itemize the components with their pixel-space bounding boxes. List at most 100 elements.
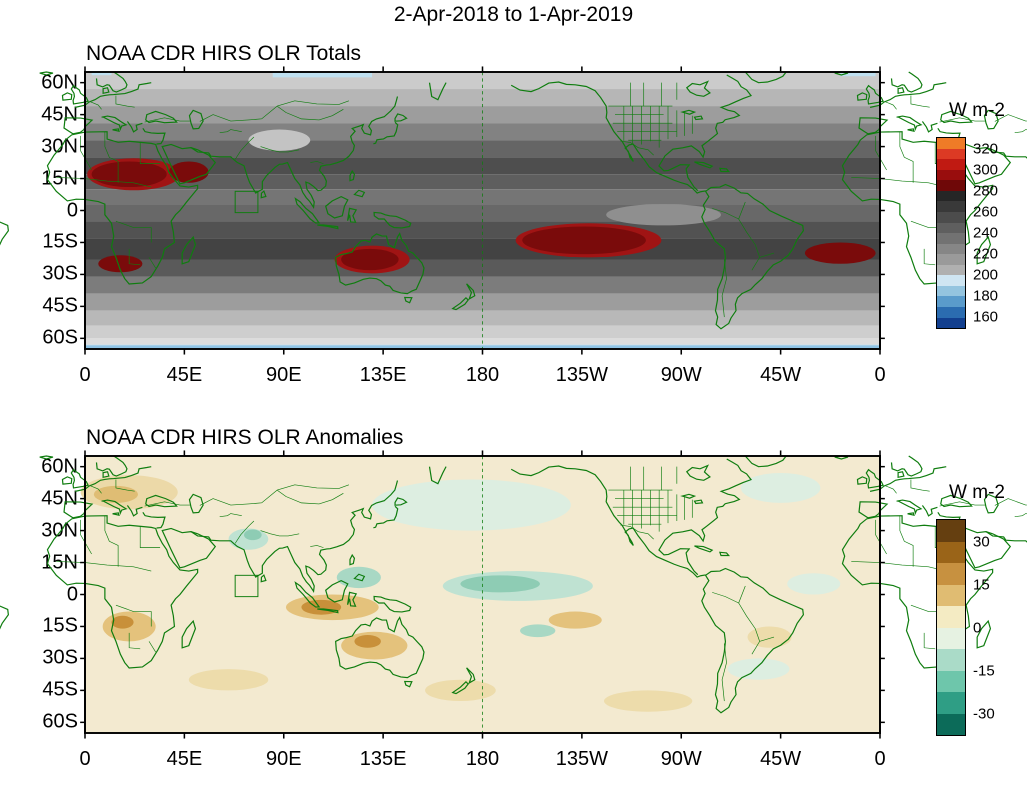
zonal-band	[85, 259, 880, 277]
lon-tick-label: 45W	[760, 364, 802, 386]
colorbar-segment	[937, 138, 965, 149]
colorbar-segment	[937, 275, 965, 286]
lat-tick-label: 45S	[42, 678, 78, 701]
colorbar-tick-label: 320	[973, 140, 999, 158]
zonal-band	[85, 106, 880, 124]
colorbar-segment	[937, 520, 965, 542]
lon-tick-label: 90E	[265, 364, 302, 386]
zonal-band	[85, 325, 880, 339]
region-nw-atlantic-cold	[840, 72, 876, 77]
colorbar-bar-totals: 320 300 280 260 240 220 200 180 160	[936, 137, 998, 329]
lat-tick-label: 30S	[42, 262, 78, 285]
region-n-africa-high	[91, 161, 167, 188]
colorbar-tick-label: 200	[973, 266, 999, 284]
colorbar-title-totals: W m-2	[949, 100, 1005, 121]
zonal-band	[85, 238, 880, 260]
lon-tick-label: 0	[874, 748, 886, 770]
colorbar-segment	[937, 606, 965, 628]
lat-tick-label: 60N	[41, 455, 78, 478]
region-east-pacific-light	[606, 204, 721, 226]
colorbar-segment	[937, 307, 965, 318]
region-s-america-pos	[747, 626, 792, 648]
colorbar-segment	[937, 563, 965, 585]
region-australia-high	[341, 248, 399, 271]
panel-title-anomalies: NOAA CDR HIRS OLR Anomalies	[86, 426, 404, 449]
map-frame	[84, 71, 881, 350]
lon-tick-label: 180	[465, 364, 500, 386]
colorbar-segments	[937, 138, 965, 329]
lat-tick-label: 30N	[41, 135, 78, 158]
lat-tick-label: 0	[66, 199, 78, 221]
colorbar-segment	[937, 296, 965, 307]
region-s-africa-pos-core	[111, 615, 134, 629]
colorbar-labels: 30 15 0 -15 -30	[973, 520, 1018, 735]
lon-tick-label: 0	[79, 364, 91, 386]
lat-tick-label: 15S	[42, 230, 78, 253]
lon-tick-label: 45E	[166, 748, 203, 770]
region-n-pacific-neg	[372, 479, 571, 531]
colorbar-tick-label: 0	[973, 619, 982, 636]
region-nw-europe-cold	[91, 72, 112, 76]
colorbar-segment	[937, 254, 965, 265]
colorbar-segment	[937, 243, 965, 255]
colorbar-segment	[937, 201, 965, 212]
colorbar-segment	[937, 627, 965, 649]
colorbar-segment	[937, 222, 965, 234]
colorbar-segment	[937, 233, 965, 244]
region-s-pacific-neg	[520, 624, 556, 638]
colorbar-anomalies: W m-2 30 15 0 -15 -30	[932, 482, 1027, 736]
lon-tick-label: 45W	[760, 748, 802, 770]
lat-tick-label: 45N	[41, 103, 78, 126]
zonal-band	[85, 89, 880, 107]
colorbar-segment	[937, 713, 965, 735]
colorbar-labels: 320 300 280 260 240 220 200 180 160	[973, 138, 1018, 328]
colorbar-tick-label: 15	[973, 576, 990, 593]
region-philippines-neg	[336, 566, 381, 589]
region-tibet-low-olr	[248, 129, 311, 151]
region-s-midlat-neg	[727, 658, 790, 680]
colorbar-segment	[937, 541, 965, 563]
colorbar-segment	[937, 148, 965, 160]
colorbar-segment	[937, 180, 965, 191]
map-svg-anomalies	[0, 450, 1027, 739]
colorbar-segment	[937, 317, 965, 329]
lon-tick-label: 90W	[660, 364, 702, 386]
colorbar-segment	[937, 169, 965, 181]
lat-axis-totals: 60N 45N 30N 15N 0 15S 30S 45S 60S	[6, 71, 78, 349]
colorbar-segment	[937, 211, 965, 223]
colorbar-totals: W m-2 320 300 280 260 240 220 200 180 160	[932, 100, 1027, 329]
lon-tick-label: 45E	[166, 364, 203, 386]
region-s-africa-high	[98, 255, 143, 273]
region-s-midlat-pos-3	[603, 690, 693, 712]
colorbar-tick-label: 240	[973, 224, 999, 242]
region-siberia-cold	[272, 72, 373, 78]
lat-tick-label: 15S	[42, 614, 78, 637]
lon-tick-label: 135E	[359, 364, 407, 386]
lat-tick-label: 45N	[41, 487, 78, 510]
colorbar-tick-label: 300	[973, 161, 999, 179]
map-svg-totals	[0, 66, 1027, 355]
lat-tick-label: 15N	[41, 167, 78, 190]
colorbar-segment	[937, 285, 965, 297]
figure-title: 2-Apr-2018 to 1-Apr-2019	[393, 3, 634, 26]
map-anomalies	[0, 450, 1027, 739]
region-s-pacific-high	[522, 226, 646, 255]
colorbar-tick-label: 160	[973, 308, 999, 326]
region-box	[234, 574, 259, 598]
region-s-midlat-pos-1	[188, 669, 269, 691]
colorbar-segments	[937, 520, 965, 735]
colorbar-tick-label: 220	[973, 245, 999, 263]
lon-tick-label: 135W	[555, 364, 608, 386]
lat-tick-label: 60S	[42, 710, 78, 733]
region-nw-india-neg-core	[244, 529, 262, 541]
lat-tick-label: 60S	[42, 326, 78, 349]
colorbar-segment	[937, 649, 965, 671]
lon-axis-totals: 0 45E 90E 135E 180 135W 90W 45W 0	[79, 364, 885, 390]
region-cent-pacific-neg-core	[460, 575, 540, 593]
panel-title-totals: NOAA CDR HIRS OLR Totals	[86, 42, 362, 65]
zonal-band	[85, 157, 880, 175]
lon-tick-label: 90W	[660, 748, 702, 770]
lon-tick-label: 135E	[359, 748, 407, 770]
lon-tick-label: 90E	[265, 748, 302, 770]
